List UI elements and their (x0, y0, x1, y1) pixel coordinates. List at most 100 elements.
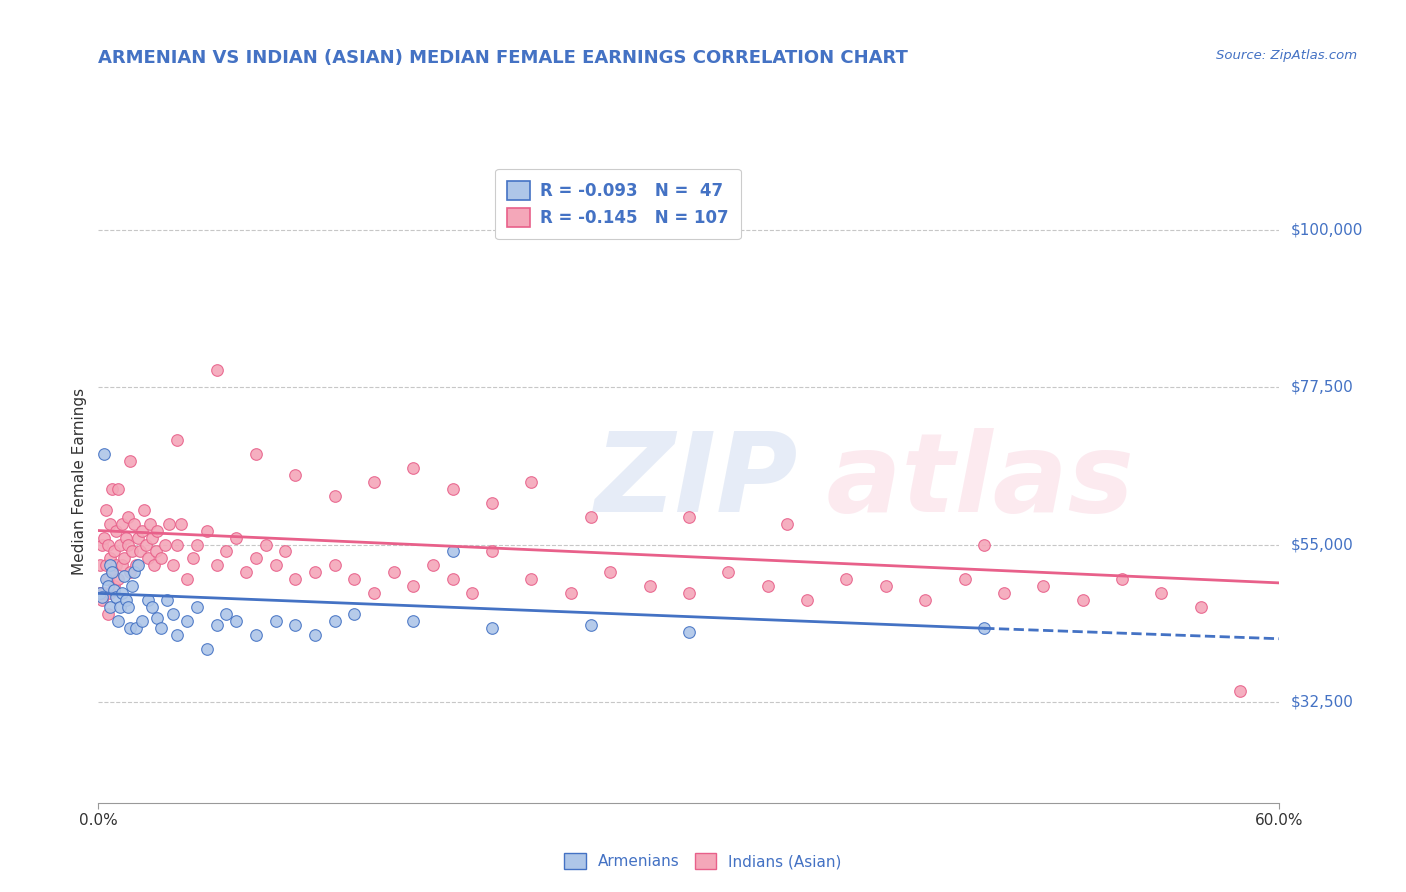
Point (914, 593, 936, 607)
Point (111, 586, 134, 600)
Point (136, 551, 159, 566)
Point (993, 586, 1015, 600)
Point (97, 573, 120, 587)
Text: $100,000: $100,000 (1291, 223, 1362, 238)
Point (150, 621, 173, 635)
Point (156, 593, 179, 607)
Point (176, 615, 198, 629)
Text: ZIP: ZIP (595, 428, 799, 535)
Point (678, 509, 700, 524)
Point (796, 593, 818, 607)
Point (111, 516, 134, 531)
Point (115, 593, 138, 607)
Point (973, 537, 995, 551)
Point (122, 566, 145, 580)
Point (128, 544, 150, 558)
Point (157, 516, 180, 531)
Point (97, 607, 120, 622)
Point (638, 579, 661, 593)
Point (441, 544, 464, 558)
Point (155, 537, 177, 551)
Point (264, 558, 287, 573)
Point (132, 502, 155, 516)
Point (422, 558, 444, 573)
Point (91, 593, 114, 607)
Point (176, 573, 198, 587)
Point (215, 607, 238, 622)
Point (166, 433, 188, 447)
Point (195, 642, 218, 657)
Point (117, 600, 139, 615)
Point (402, 579, 425, 593)
Point (579, 509, 602, 524)
Point (103, 582, 125, 597)
Point (1032, 579, 1054, 593)
Point (91, 590, 114, 604)
Point (150, 551, 173, 566)
Point (118, 454, 141, 468)
Point (141, 531, 163, 545)
Point (205, 363, 228, 377)
Point (121, 579, 143, 593)
Point (225, 615, 247, 629)
Point (181, 551, 204, 566)
Point (166, 537, 188, 551)
Point (875, 579, 897, 593)
Point (162, 607, 184, 622)
Point (146, 524, 169, 538)
Point (105, 524, 128, 538)
Text: $77,500: $77,500 (1291, 380, 1354, 395)
Y-axis label: Median Female Earnings: Median Female Earnings (72, 388, 87, 575)
Point (91, 537, 114, 551)
Point (98, 600, 121, 615)
Point (323, 489, 346, 503)
Point (402, 460, 425, 475)
Point (118, 566, 141, 580)
Point (89, 586, 111, 600)
Point (89, 558, 111, 573)
Point (1150, 586, 1173, 600)
Point (93, 586, 115, 600)
Point (304, 628, 326, 642)
Point (118, 621, 141, 635)
Point (135, 537, 157, 551)
Point (363, 475, 385, 489)
Point (170, 516, 193, 531)
Legend: Armenians, Indians (Asian): Armenians, Indians (Asian) (558, 847, 848, 875)
Point (98, 551, 121, 566)
Point (343, 573, 366, 587)
Point (274, 544, 297, 558)
Point (1229, 684, 1251, 698)
Point (245, 551, 267, 566)
Text: atlas: atlas (595, 428, 1135, 535)
Point (402, 615, 425, 629)
Point (98, 586, 121, 600)
Point (112, 551, 135, 566)
Point (953, 573, 976, 587)
Point (973, 621, 995, 635)
Point (127, 531, 149, 545)
Point (108, 600, 131, 615)
Text: Source: ZipAtlas.com: Source: ZipAtlas.com (1216, 49, 1357, 62)
Point (835, 573, 858, 587)
Point (215, 544, 238, 558)
Point (111, 558, 134, 573)
Point (323, 558, 346, 573)
Point (93, 531, 115, 545)
Point (599, 566, 621, 580)
Point (101, 566, 124, 580)
Point (115, 531, 138, 545)
Point (141, 600, 163, 615)
Point (108, 537, 131, 551)
Point (121, 544, 143, 558)
Point (145, 544, 167, 558)
Point (264, 615, 287, 629)
Point (245, 628, 267, 642)
Point (131, 615, 153, 629)
Point (441, 573, 464, 587)
Point (195, 524, 218, 538)
Point (363, 586, 385, 600)
Point (579, 617, 602, 632)
Point (481, 621, 503, 635)
Point (127, 558, 149, 573)
